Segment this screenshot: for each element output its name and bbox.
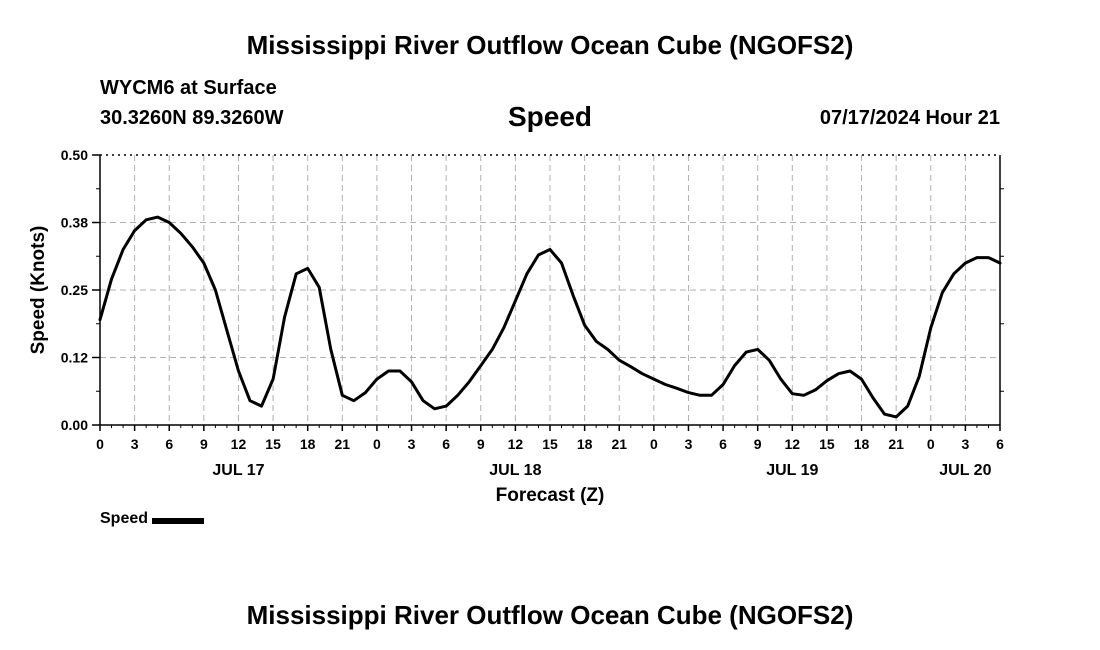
datetime-label: 07/17/2024 Hour 21 (819, 107, 1000, 129)
x-tick-label: 15 (542, 436, 558, 452)
figure-title-top: Mississippi River Outflow Ocean Cube (NG… (246, 30, 854, 60)
x-tick-label: 6 (165, 436, 173, 452)
date-label: JUL 19 (766, 462, 818, 479)
x-tick-label: 18 (300, 436, 316, 452)
x-tick-label: 3 (408, 436, 416, 452)
x-tick-label: 12 (785, 436, 801, 452)
x-tick-label: 0 (927, 436, 935, 452)
chart-title: Speed (507, 101, 593, 132)
y-tick-label: 0.50 (61, 147, 88, 163)
x-tick-label: 12 (508, 436, 524, 452)
x-tick-label: 15 (819, 436, 835, 452)
x-tick-label: 3 (131, 436, 139, 452)
x-tick-label: 6 (442, 436, 450, 452)
y-tick-label: 0.12 (61, 350, 88, 366)
x-tick-label: 6 (996, 436, 1004, 452)
x-tick-label: 15 (265, 436, 281, 452)
x-tick-label: 0 (373, 436, 381, 452)
date-label: JUL 20 (939, 462, 991, 479)
x-tick-label: 21 (888, 436, 904, 452)
x-tick-label: 9 (477, 436, 485, 452)
date-label: JUL 18 (489, 462, 541, 479)
y-tick-label: 0.00 (61, 417, 88, 433)
x-tick-label: 9 (754, 436, 762, 452)
x-tick-label: 0 (96, 436, 104, 452)
x-tick-label: 21 (611, 436, 627, 452)
x-tick-label: 3 (685, 436, 693, 452)
x-tick-label: 18 (854, 436, 870, 452)
y-axis-label: Speed (Knots) (28, 226, 49, 355)
figure-title-bottom: Mississippi River Outflow Ocean Cube (NG… (246, 600, 854, 630)
date-label: JUL 17 (212, 462, 264, 479)
x-axis-label: Forecast (Z) (496, 485, 605, 506)
x-tick-label: 12 (231, 436, 247, 452)
x-tick-label: 0 (650, 436, 658, 452)
series-line-speed (98, 215, 1002, 419)
x-tick-label: 6 (719, 436, 727, 452)
y-tick-label: 0.25 (61, 282, 88, 298)
x-tick-label: 3 (961, 436, 969, 452)
y-tick-label: 0.38 (61, 215, 88, 231)
legend-swatch (152, 517, 205, 524)
x-tick-label: 9 (200, 436, 208, 452)
legend: Speed (100, 510, 205, 528)
x-tick-label: 18 (577, 436, 593, 452)
coordinates-label: 30.3260N 89.3260W (100, 107, 284, 129)
station-label: WYCM6 at Surface (100, 77, 277, 99)
x-tick-label: 21 (335, 436, 351, 452)
legend-label: Speed (100, 510, 149, 527)
